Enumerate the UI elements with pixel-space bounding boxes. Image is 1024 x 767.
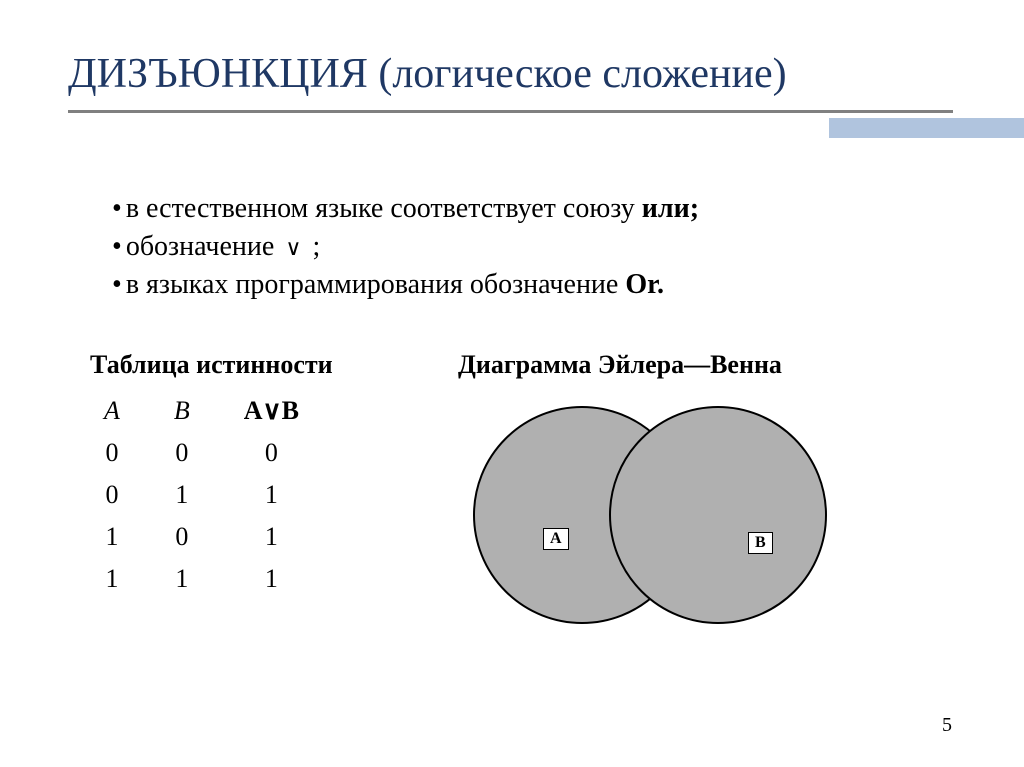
table-header-cell: A (90, 390, 160, 432)
truth-table: A B A∨B 000011101111 (90, 390, 313, 600)
accent-bar (829, 118, 1024, 138)
content-area: Таблица истинности A B A∨B 000011101111 … (90, 350, 940, 630)
bullet-text: в естественном языке соответствует союзу (126, 193, 642, 224)
table-cell: 1 (160, 474, 230, 516)
table-cell: 1 (230, 474, 313, 516)
table-cell: 0 (230, 432, 313, 474)
table-row: 011 (90, 474, 313, 516)
table-header-cell: A∨B (230, 390, 313, 432)
truth-table-section: Таблица истинности A B A∨B 000011101111 (90, 350, 450, 630)
bullet-list: • в естественном языке соответствует сою… (112, 190, 699, 303)
table-cell: 1 (230, 558, 313, 600)
table-cell: 0 (90, 474, 160, 516)
bullet-text: в языках программирования обозначение (126, 269, 626, 300)
bullet-dot-icon: • (112, 190, 122, 228)
table-cell: 1 (160, 558, 230, 600)
table-row: 111 (90, 558, 313, 600)
venn-diagram: A B (470, 400, 830, 630)
table-cell: 0 (160, 432, 230, 474)
venn-label-a: A (543, 528, 569, 550)
bullet-bold: или; (642, 193, 699, 224)
table-cell: 1 (90, 516, 160, 558)
table-cell: 0 (90, 432, 160, 474)
bullet-dot-icon: • (112, 228, 122, 266)
truth-table-title: Таблица истинности (90, 350, 450, 380)
table-header-row: A B A∨B (90, 390, 313, 432)
table-header-cell: B (160, 390, 230, 432)
bullet-item: • в естественном языке соответствует сою… (112, 190, 699, 228)
venn-section: Диаграмма Эйлера—Венна A B (450, 350, 940, 630)
slide-title: ДИЗЪЮНКЦИЯ (логическое сложение) (0, 0, 1024, 98)
bullet-dot-icon: • (112, 266, 122, 304)
table-cell: 0 (160, 516, 230, 558)
bullet-text: обозначение (126, 231, 282, 262)
table-row: 000 (90, 432, 313, 474)
bullet-text: ; (305, 231, 320, 262)
venn-circle-b (610, 407, 826, 623)
table-cell: 1 (230, 516, 313, 558)
venn-label-b: B (748, 532, 773, 554)
or-symbol-icon: ∨ (285, 233, 301, 263)
page-number: 5 (942, 714, 952, 737)
bullet-item: • обозначение ∨ ; (112, 228, 699, 266)
title-underline (68, 110, 953, 113)
venn-title: Диаграмма Эйлера—Венна (458, 350, 940, 380)
venn-svg (470, 400, 830, 630)
table-row: 101 (90, 516, 313, 558)
bullet-bold: Or. (625, 269, 664, 300)
bullet-item: • в языках программирования обозначение … (112, 266, 699, 304)
table-cell: 1 (90, 558, 160, 600)
